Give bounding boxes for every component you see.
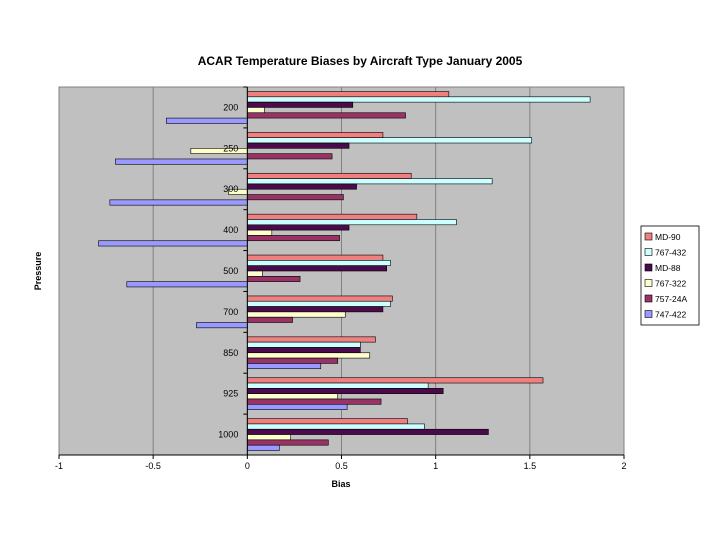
legend-swatch bbox=[644, 279, 653, 287]
legend-label: MD-90 bbox=[655, 232, 681, 242]
legend-swatch bbox=[644, 232, 653, 241]
bar-757-24A-400 bbox=[247, 235, 340, 242]
legend-box bbox=[640, 225, 700, 326]
bar-767-432-1000 bbox=[247, 423, 425, 430]
bar-747-422-1000 bbox=[247, 444, 280, 451]
x-tick-label: 0.5 bbox=[335, 461, 348, 471]
bar-757-24A-1000 bbox=[247, 439, 329, 446]
bar-MD-90-200 bbox=[247, 91, 450, 98]
bar-767-322-400 bbox=[247, 229, 273, 236]
bar-MD-88-200 bbox=[247, 101, 354, 108]
bar-MD-88-700 bbox=[247, 306, 384, 313]
x-axis-label: Bias bbox=[331, 479, 350, 489]
bar-767-322-200 bbox=[247, 107, 265, 114]
bar-767-432-850 bbox=[247, 341, 361, 348]
axes bbox=[58, 86, 625, 459]
bar-MD-88-500 bbox=[247, 265, 387, 272]
y-tick-label: 1000 bbox=[218, 430, 238, 440]
bar-747-422-850 bbox=[247, 363, 322, 370]
bars bbox=[98, 91, 591, 451]
y-axis-label: Pressure bbox=[33, 252, 43, 291]
bar-747-422-300 bbox=[109, 199, 248, 206]
bar-MD-88-250 bbox=[247, 142, 350, 149]
bar-MD-90-500 bbox=[247, 254, 384, 261]
bar-MD-90-850 bbox=[247, 336, 376, 343]
x-tick-label: 0 bbox=[245, 461, 250, 471]
bar-MD-90-250 bbox=[247, 132, 384, 139]
bar-MD-88-925 bbox=[247, 388, 444, 394]
bar-747-422-500 bbox=[126, 281, 248, 288]
legend-label: MD-88 bbox=[655, 263, 681, 273]
bar-767-322-250 bbox=[190, 148, 248, 154]
bar-757-24A-200 bbox=[247, 112, 406, 119]
x-tick-labels: -1 -0.5 0 0.5 1 1.5 2 bbox=[55, 461, 627, 471]
bar-747-422-200 bbox=[166, 117, 248, 124]
x-tick-label: -0.5 bbox=[145, 461, 161, 471]
bar-767-432-925 bbox=[247, 382, 429, 389]
x-tick-label: 1 bbox=[433, 461, 438, 471]
bar-767-322-850 bbox=[247, 352, 371, 359]
chart-title: ACAR Temperature Biases by Aircraft Type… bbox=[198, 54, 523, 68]
bar-767-322-1000 bbox=[247, 434, 291, 441]
bar-767-432-300 bbox=[247, 178, 493, 185]
bar-767-432-200 bbox=[247, 96, 591, 103]
bar-757-24A-300 bbox=[247, 194, 344, 201]
bar-MD-88-400 bbox=[247, 224, 350, 231]
bar-747-422-400 bbox=[98, 240, 248, 247]
bar-757-24A-925 bbox=[247, 398, 382, 405]
legend-swatch bbox=[644, 263, 653, 272]
legend-swatch bbox=[644, 248, 653, 256]
bar-767-432-400 bbox=[247, 219, 457, 226]
y-tick-label: 400 bbox=[223, 225, 238, 235]
legend-swatch bbox=[644, 310, 653, 318]
y-tick-label: 925 bbox=[223, 389, 238, 399]
bar-MD-90-700 bbox=[247, 295, 393, 302]
bar-747-422-250 bbox=[115, 158, 248, 165]
legend: MD-90 767-432 MD-88 767-322 757-24A 747-422 bbox=[640, 225, 700, 326]
legend-label: 747-422 bbox=[655, 310, 686, 320]
bar-757-24A-250 bbox=[247, 153, 333, 160]
bar-MD-90-400 bbox=[247, 213, 418, 220]
y-tick-label: 300 bbox=[223, 184, 238, 194]
legend-label: 767-322 bbox=[655, 279, 686, 289]
bar-MD-90-1000 bbox=[247, 418, 408, 425]
bar-MD-90-925 bbox=[247, 377, 544, 384]
bar-767-322-700 bbox=[247, 311, 346, 318]
bar-767-322-925 bbox=[247, 393, 339, 400]
x-tick-label: -1 bbox=[55, 461, 63, 471]
bar-MD-88-850 bbox=[247, 347, 361, 354]
y-tick-label: 700 bbox=[223, 307, 238, 317]
bar-767-432-250 bbox=[247, 137, 533, 144]
bar-767-322-500 bbox=[247, 270, 263, 277]
x-tick-label: 2 bbox=[621, 461, 626, 471]
bar-MD-88-1000 bbox=[247, 428, 489, 435]
legend-swatch bbox=[644, 294, 653, 303]
y-tick-label: 850 bbox=[223, 348, 238, 358]
y-tick-labels: 200 250 300 400 500 700 850 925 1000 bbox=[218, 102, 238, 439]
legend-label: 767-432 bbox=[655, 248, 686, 258]
y-tick-label: 500 bbox=[223, 266, 238, 276]
x-tick-label: 1.5 bbox=[524, 461, 537, 471]
bar-747-422-700 bbox=[196, 322, 248, 329]
bar-757-24A-700 bbox=[247, 316, 293, 323]
bar-757-24A-500 bbox=[247, 276, 301, 282]
legend-label: 757-24A bbox=[655, 294, 687, 304]
bar-767-432-700 bbox=[247, 300, 391, 307]
bar-MD-90-300 bbox=[247, 172, 412, 179]
bar-767-432-500 bbox=[247, 260, 391, 266]
bar-747-422-925 bbox=[247, 403, 348, 410]
bar-757-24A-850 bbox=[247, 357, 339, 364]
bar-MD-88-300 bbox=[247, 183, 357, 190]
y-tick-label: 250 bbox=[223, 143, 238, 153]
y-tick-label: 200 bbox=[223, 102, 238, 112]
